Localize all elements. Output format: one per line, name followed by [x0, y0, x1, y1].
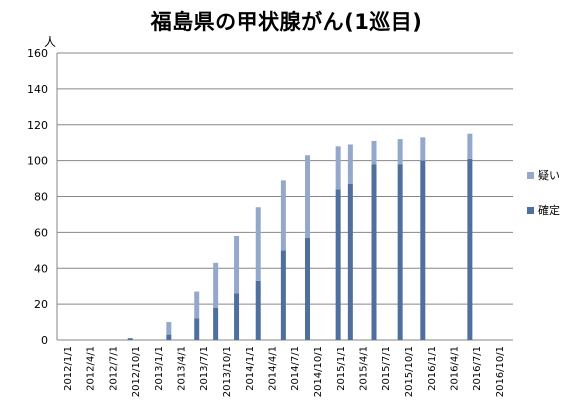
y-tick-label: 80 — [34, 191, 48, 204]
bar-confirmed — [347, 183, 353, 340]
bar-confirmed — [255, 280, 261, 340]
legend-swatch-confirmed — [527, 206, 534, 214]
y-tick-label: 160 — [27, 47, 48, 60]
x-tick-label: 2013/4/1 — [177, 346, 188, 391]
bar-confirmed — [305, 237, 311, 340]
bar-suspected — [280, 180, 286, 251]
x-tick-label: 2016/10/1 — [495, 346, 506, 397]
y-tick-label: 40 — [34, 262, 48, 275]
bar-suspected — [213, 262, 219, 308]
bar-suspected — [255, 207, 261, 281]
bar-confirmed — [166, 334, 172, 340]
x-tick-label: 2015/4/1 — [358, 346, 369, 391]
bar-confirmed — [397, 164, 403, 340]
chart-title: 福島県の甲状腺がん(1巡目) — [150, 10, 423, 34]
x-tick-label: 2015/7/1 — [381, 346, 392, 391]
x-tick-label: 2012/7/1 — [108, 346, 119, 391]
legend-item-confirmed: 確定 — [527, 202, 560, 218]
bar-confirmed — [194, 318, 200, 340]
bar-confirmed — [371, 164, 377, 340]
legend-item-suspected: 疑い — [527, 167, 560, 183]
x-tick-label: 2015/1/1 — [336, 346, 347, 391]
bar-confirmed — [420, 160, 426, 340]
bar-suspected — [347, 144, 353, 184]
y-tick-label: 140 — [27, 83, 48, 96]
x-tick-label: 2016/1/1 — [427, 346, 438, 391]
bar-confirmed — [234, 293, 240, 340]
x-tick-label: 2014/10/1 — [313, 346, 324, 397]
bar-confirmed — [280, 250, 286, 340]
x-tick-label: 2013/1/1 — [154, 346, 165, 391]
x-tick-label: 2014/4/1 — [267, 346, 278, 391]
legend-label-suspected: 疑い — [538, 169, 560, 182]
x-tick-label: 2012/4/1 — [86, 346, 97, 391]
y-tick-label: 20 — [34, 298, 48, 311]
legend-label-confirmed: 確定 — [538, 204, 560, 217]
y-tick-label: 100 — [27, 155, 48, 168]
x-tick-label: 2015/10/1 — [404, 346, 415, 397]
x-tick-label: 2014/1/1 — [245, 346, 256, 391]
bar-suspected — [234, 235, 240, 294]
x-tick-label: 2013/7/1 — [199, 346, 210, 391]
bar-confirmed — [127, 338, 133, 340]
x-tick-label: 2013/10/1 — [222, 346, 233, 397]
bar-suspected — [194, 291, 200, 319]
bar-confirmed — [213, 307, 219, 340]
bar-confirmed — [335, 189, 341, 340]
bar-confirmed — [467, 158, 473, 340]
x-tick-label: 2014/7/1 — [290, 346, 301, 391]
x-tick-label: 2012/10/1 — [131, 346, 142, 397]
y-axis-unit-label: 人 — [44, 35, 57, 49]
bar-suspected — [335, 146, 341, 190]
x-tick-label: 2012/1/1 — [63, 346, 74, 391]
y-tick-label: 120 — [27, 119, 48, 132]
x-tick-label: 2016/4/1 — [449, 346, 460, 391]
x-tick-label: 2016/7/1 — [472, 346, 483, 391]
bar-suspected — [397, 139, 403, 165]
legend-swatch-suspected — [527, 171, 534, 179]
y-tick-label: 0 — [41, 334, 48, 347]
y-tick-label: 60 — [34, 226, 48, 239]
bar-suspected — [166, 322, 172, 335]
bar-suspected — [467, 133, 473, 159]
bar-suspected — [305, 155, 311, 238]
bar-suspected — [371, 140, 377, 165]
bar-suspected — [420, 137, 426, 161]
